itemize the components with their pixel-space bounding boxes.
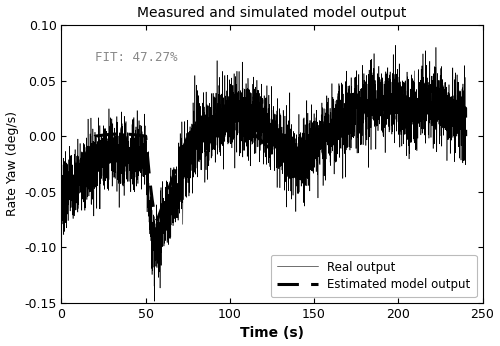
Real output bbox=[392, 43, 398, 47]
Real output bbox=[144, 193, 150, 197]
Text: FIT: 47.27%: FIT: 47.27% bbox=[95, 51, 178, 64]
Estimated model output bbox=[232, 117, 238, 121]
Estimated model output bbox=[340, 115, 346, 119]
Real output bbox=[340, 120, 346, 125]
Estimated model output bbox=[462, 134, 468, 138]
Estimated model output bbox=[362, 101, 368, 105]
Title: Measured and simulated model output: Measured and simulated model output bbox=[138, 6, 406, 20]
Estimated model output bbox=[58, 190, 64, 194]
Estimated model output bbox=[282, 154, 288, 158]
Real output bbox=[232, 121, 238, 125]
Estimated model output bbox=[154, 218, 160, 222]
Line: Real output: Real output bbox=[62, 45, 466, 301]
Real output bbox=[462, 75, 468, 80]
X-axis label: Time (s): Time (s) bbox=[240, 326, 304, 340]
Estimated model output bbox=[422, 110, 428, 114]
Line: Estimated model output: Estimated model output bbox=[62, 103, 466, 220]
Real output bbox=[282, 164, 288, 168]
Legend: Real output, Estimated model output: Real output, Estimated model output bbox=[271, 255, 476, 297]
Real output bbox=[422, 141, 428, 145]
Y-axis label: Rate Yaw (deg/s): Rate Yaw (deg/s) bbox=[6, 111, 18, 217]
Estimated model output bbox=[239, 121, 245, 125]
Real output bbox=[239, 103, 245, 107]
Estimated model output bbox=[144, 146, 150, 151]
Real output bbox=[58, 159, 64, 163]
Real output bbox=[152, 299, 158, 303]
